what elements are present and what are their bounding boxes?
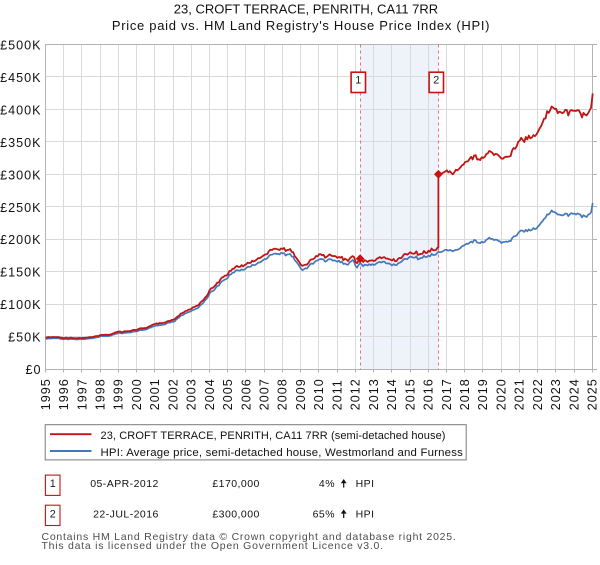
svg-text:2006: 2006 — [239, 378, 253, 410]
svg-text:2016: 2016 — [422, 378, 436, 410]
svg-text:2: 2 — [50, 509, 56, 521]
svg-text:1996: 1996 — [57, 378, 71, 410]
svg-text:HPI: HPI — [356, 509, 375, 521]
svg-text:£350K: £350K — [0, 136, 41, 150]
svg-text:2015: 2015 — [403, 378, 417, 410]
svg-text:£150K: £150K — [0, 266, 41, 280]
svg-text:1998: 1998 — [94, 378, 108, 410]
svg-text:£500K: £500K — [0, 38, 41, 52]
svg-text:HPI: Average price, semi-detac: HPI: Average price, semi-detached house,… — [101, 447, 464, 459]
svg-text:1: 1 — [355, 75, 361, 87]
svg-text:2020: 2020 — [495, 378, 509, 410]
svg-text:2008: 2008 — [276, 378, 290, 410]
svg-text:2010: 2010 — [312, 378, 326, 410]
svg-text:£400K: £400K — [0, 103, 41, 117]
svg-text:2025: 2025 — [586, 378, 600, 410]
svg-text:2000: 2000 — [130, 378, 144, 410]
svg-text:£450K: £450K — [0, 71, 41, 85]
svg-text:2021: 2021 — [513, 378, 527, 410]
svg-text:2005: 2005 — [221, 378, 235, 410]
svg-text:2: 2 — [433, 75, 439, 87]
svg-text:2018: 2018 — [458, 378, 472, 410]
svg-text:2011: 2011 — [330, 379, 344, 410]
svg-text:1: 1 — [50, 478, 56, 490]
svg-text:23, CROFT TERRACE, PENRITH, CA: 23, CROFT TERRACE, PENRITH, CA11 7RR (se… — [101, 430, 446, 442]
svg-text:£300,000: £300,000 — [212, 509, 259, 521]
svg-text:2007: 2007 — [258, 378, 272, 410]
svg-text:2003: 2003 — [185, 378, 199, 410]
svg-text:This data is licensed under th: This data is licensed under the Open Gov… — [42, 540, 384, 552]
svg-text:1999: 1999 — [112, 378, 126, 410]
svg-text:£100K: £100K — [0, 298, 41, 312]
svg-text:£50K: £50K — [8, 331, 41, 345]
svg-text:22-JUL-2016: 22-JUL-2016 — [93, 509, 159, 521]
svg-text:£200K: £200K — [0, 233, 41, 247]
svg-text:4%: 4% — [319, 478, 335, 490]
svg-text:1997: 1997 — [75, 378, 89, 410]
svg-text:2002: 2002 — [166, 378, 180, 410]
svg-text:1995: 1995 — [39, 378, 53, 410]
svg-text:2004: 2004 — [203, 378, 217, 410]
svg-text:£300K: £300K — [0, 168, 41, 182]
svg-text:2023: 2023 — [549, 378, 563, 410]
svg-text:2009: 2009 — [294, 378, 308, 410]
svg-text:05-APR-2012: 05-APR-2012 — [90, 478, 159, 490]
svg-text:Price paid vs. HM Land Registr: Price paid vs. HM Land Registry's House … — [112, 18, 490, 33]
svg-text:23, CROFT TERRACE, PENRITH, CA: 23, CROFT TERRACE, PENRITH, CA11 7RR — [174, 2, 438, 17]
svg-text:2022: 2022 — [531, 378, 545, 410]
svg-text:Contains HM Land Registry data: Contains HM Land Registry data © Crown c… — [42, 531, 457, 543]
svg-text:£250K: £250K — [0, 201, 41, 215]
svg-text:2017: 2017 — [440, 378, 454, 410]
svg-text:£0: £0 — [25, 363, 41, 377]
svg-text:65%: 65% — [313, 509, 335, 521]
svg-text:2013: 2013 — [367, 378, 381, 410]
svg-text:2014: 2014 — [385, 378, 399, 410]
svg-text:HPI: HPI — [356, 478, 375, 490]
svg-text:2001: 2001 — [148, 378, 162, 410]
svg-text:£170,000: £170,000 — [212, 478, 259, 490]
svg-text:2024: 2024 — [567, 378, 581, 410]
svg-text:2019: 2019 — [476, 378, 490, 410]
svg-text:2012: 2012 — [349, 378, 363, 410]
